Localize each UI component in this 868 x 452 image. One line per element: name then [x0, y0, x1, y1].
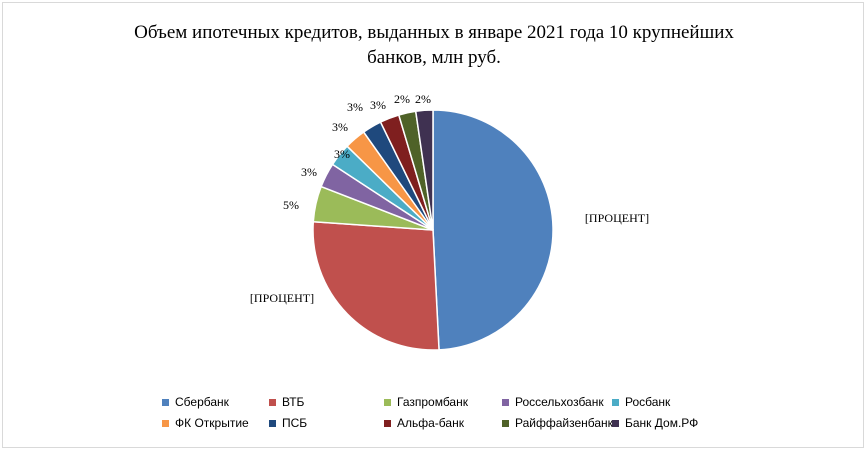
data-label-5: 3%	[332, 120, 348, 134]
data-label-4: 3%	[301, 165, 317, 179]
data-label-1: [ПРОЦЕНТ]	[585, 211, 649, 225]
data-label-2: [ПРОЦЕНТ]	[250, 291, 314, 305]
pie-slice-1	[432, 109, 554, 351]
data-label-8: 3%	[370, 98, 386, 112]
data-label-6: 3%	[334, 147, 350, 161]
data-label-9: 2%	[394, 92, 410, 106]
pie-slice-10	[414, 109, 434, 231]
pie-slice-2	[312, 220, 440, 351]
chart-title: Объем ипотечных кредитов, выданных в янв…	[134, 22, 734, 68]
data-label-7: 3%	[347, 100, 363, 114]
data-label-3: 5%	[283, 198, 299, 212]
data-label-10: 2%	[415, 92, 431, 106]
